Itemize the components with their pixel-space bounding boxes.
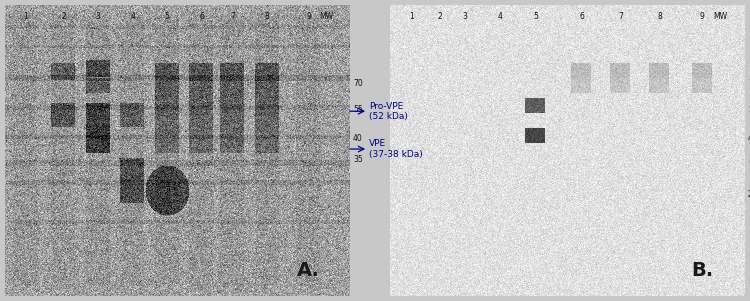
Text: 5: 5 <box>533 12 538 21</box>
Text: 9: 9 <box>306 12 311 21</box>
Text: MW: MW <box>713 12 728 21</box>
Text: 5: 5 <box>165 12 170 21</box>
Text: B.: B. <box>692 261 713 280</box>
Text: 6: 6 <box>579 12 584 21</box>
Text: Pro-VPE
(52 kDa): Pro-VPE (52 kDa) <box>369 101 408 121</box>
Text: 1: 1 <box>409 12 414 21</box>
Text: 6: 6 <box>200 12 204 21</box>
Text: 70: 70 <box>353 79 363 88</box>
Text: 7: 7 <box>618 12 623 21</box>
Text: A.: A. <box>297 261 320 280</box>
Text: 35: 35 <box>353 155 363 164</box>
Text: 55: 55 <box>353 105 363 114</box>
Text: 8: 8 <box>265 12 269 21</box>
Text: 3: 3 <box>462 12 467 21</box>
Text: 40: 40 <box>748 134 750 143</box>
Text: 4: 4 <box>497 12 502 21</box>
Text: 9: 9 <box>700 12 705 21</box>
Text: 25: 25 <box>748 190 750 199</box>
Text: 2: 2 <box>437 12 442 21</box>
Text: 4: 4 <box>130 12 135 21</box>
Text: 1: 1 <box>23 12 28 21</box>
Text: 35: 35 <box>748 155 750 164</box>
Text: 7: 7 <box>230 12 236 21</box>
Text: 70: 70 <box>748 79 750 88</box>
Text: MW: MW <box>319 12 333 21</box>
Text: 8: 8 <box>658 12 662 21</box>
Text: 2: 2 <box>62 12 66 21</box>
Text: 55: 55 <box>748 105 750 114</box>
Text: 40: 40 <box>353 134 363 143</box>
Text: VPE
(37-38 kDa): VPE (37-38 kDa) <box>369 139 423 159</box>
Text: 3: 3 <box>96 12 100 21</box>
